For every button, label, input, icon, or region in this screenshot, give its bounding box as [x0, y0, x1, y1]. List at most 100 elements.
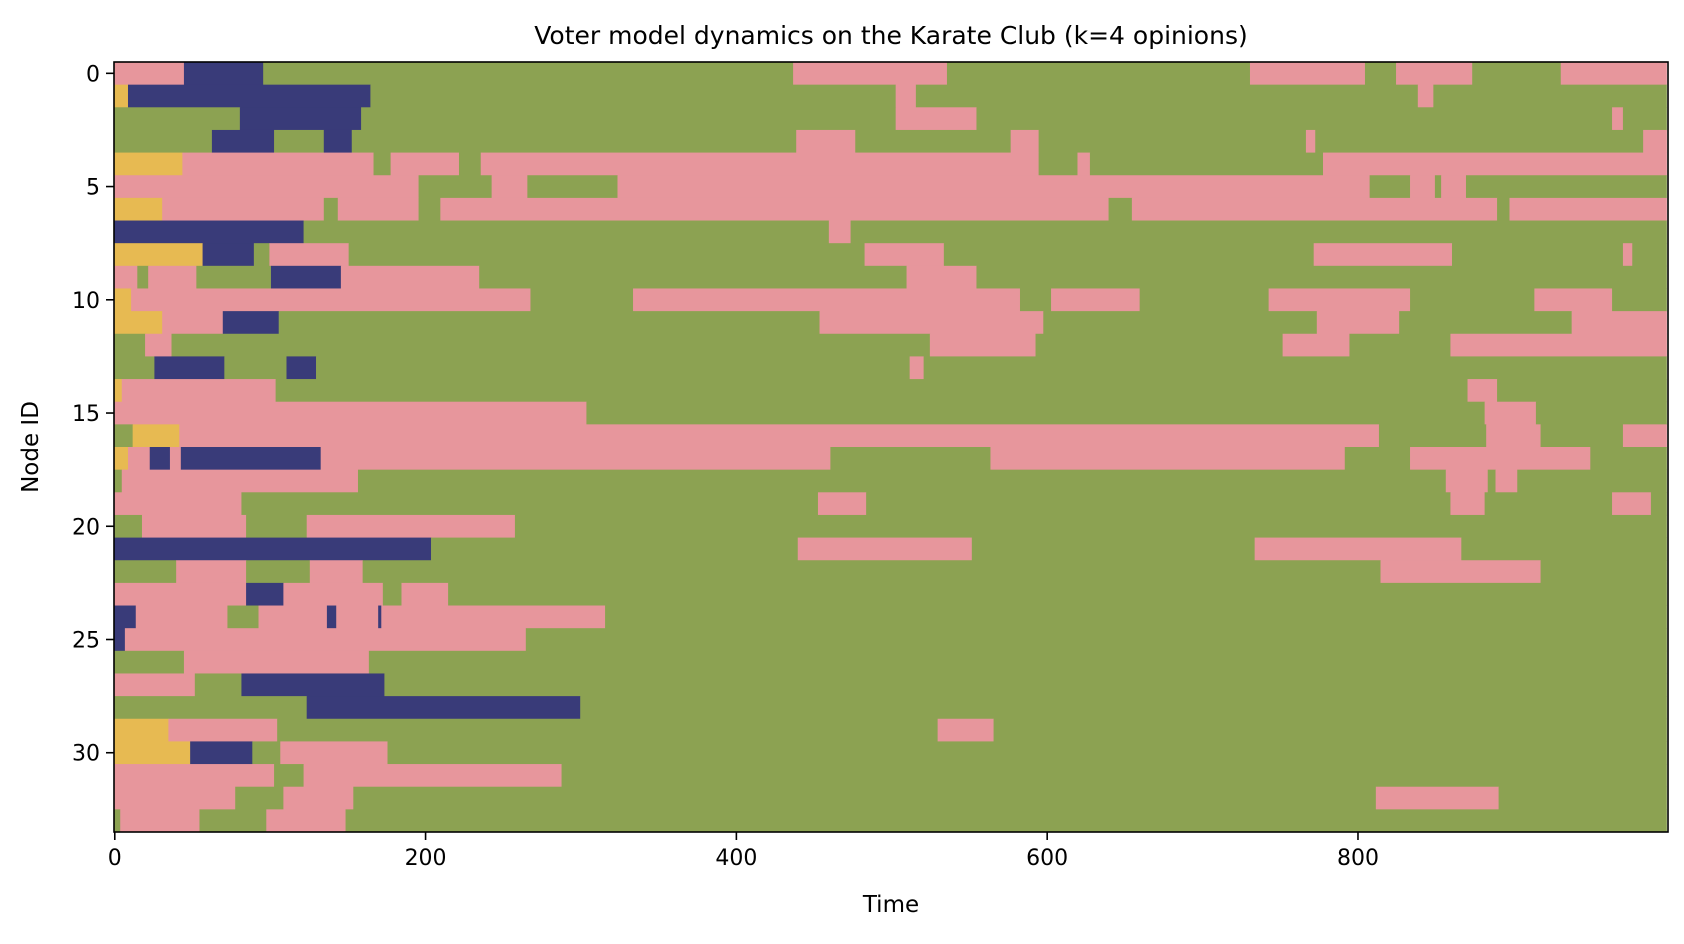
heatmap-cell-node-8-opinion-3 — [269, 243, 350, 267]
heatmap-cell-node-23-opinion-1 — [382, 582, 402, 606]
heatmap-cell-node-18-opinion-3 — [121, 469, 359, 493]
heatmap-cell-node-4-opinion-1 — [1038, 152, 1078, 176]
heatmap-cell-node-3-opinion-0 — [211, 129, 275, 153]
heatmap-cell-node-5-opinion-3 — [1410, 175, 1436, 199]
heatmap-cell-node-17-opinion-3 — [1410, 447, 1591, 471]
heatmap-cell-node-0-opinion-3 — [1560, 62, 1667, 86]
heatmap-cell-node-9-opinion-1 — [196, 265, 272, 289]
heatmap-cell-node-13-opinion-1 — [316, 356, 911, 380]
heatmap-cell-node-18-opinion-1 — [1517, 469, 1667, 493]
heatmap-cell-node-19-opinion-3 — [1612, 492, 1652, 516]
heatmap-cell-node-26-opinion-3 — [183, 650, 370, 674]
heatmap-cell-node-15-opinion-3 — [1484, 401, 1537, 425]
heatmap-cell-node-14-opinion-1 — [275, 379, 1468, 403]
heatmap-cell-node-11-opinion-1 — [278, 311, 820, 335]
heatmap-cell-node-4-opinion-1 — [1089, 152, 1324, 176]
heatmap-cell-node-4-opinion-2 — [114, 152, 183, 176]
heatmap-cell-node-23-opinion-3 — [114, 582, 247, 606]
heatmap-cell-node-13-opinion-1 — [114, 356, 155, 380]
heatmap-cell-node-0-opinion-1 — [263, 62, 794, 86]
heatmap-cell-node-27-opinion-3 — [114, 673, 196, 697]
heatmap-cell-node-17-opinion-3 — [990, 447, 1346, 471]
heatmap-cell-node-5-opinion-1 — [1434, 175, 1442, 199]
x-tick-label: 400 — [715, 846, 757, 871]
heatmap-cell-node-24-opinion-3 — [258, 605, 328, 629]
x-tick-label: 0 — [108, 846, 122, 871]
heatmap-cell-node-24-opinion-1 — [605, 605, 1667, 629]
x-axis-ticks: 0 200 400 600 800 — [108, 832, 1379, 871]
heatmap-cell-node-11-opinion-3 — [819, 311, 1044, 335]
heatmap-cell-node-15-opinion-1 — [586, 401, 1486, 425]
heatmap-cell-node-14-opinion-1 — [1497, 379, 1667, 403]
y-tick-label: 5 — [86, 176, 100, 201]
heatmap-cell-node-7-opinion-1 — [850, 220, 1667, 244]
y-tick-label: 0 — [86, 62, 100, 87]
heatmap-cell-node-1-opinion-3 — [895, 84, 917, 108]
heatmap-cell-node-22-opinion-3 — [1380, 560, 1541, 584]
heatmap-cell-node-19-opinion-1 — [866, 492, 1451, 516]
heatmap-cell-node-3-opinion-1 — [855, 129, 1012, 153]
heatmap-cell-node-1-opinion-1 — [370, 84, 897, 108]
heatmap-cell-node-10-opinion-1 — [530, 288, 634, 312]
heatmap-cell-node-30-opinion-3 — [280, 741, 388, 765]
heatmap-cell-node-16-opinion-3 — [179, 424, 1380, 448]
heatmap-cell-node-25-opinion-3 — [124, 628, 527, 652]
heatmap-cell-node-13-opinion-1 — [224, 356, 287, 380]
heatmap-cell-node-33-opinion-1 — [199, 809, 267, 833]
heatmap-cell-node-8-opinion-1 — [1451, 243, 1624, 267]
heatmap-cell-node-12-opinion-3 — [1450, 333, 1667, 357]
heatmap-cell-node-0-opinion-1 — [1472, 62, 1562, 86]
heatmap-cell-node-8-opinion-3 — [1313, 243, 1453, 267]
heatmap-cell-node-11-opinion-2 — [114, 311, 163, 335]
heatmap-cell-node-6-opinion-3 — [440, 197, 1109, 221]
heatmap-cell-node-0-opinion-3 — [793, 62, 948, 86]
heatmap-cell-node-18-opinion-1 — [1487, 469, 1496, 493]
y-tick-label: 25 — [72, 629, 100, 654]
heatmap-cell-node-0-opinion-1 — [1364, 62, 1397, 86]
heatmap-cell-node-8-opinion-2 — [114, 243, 203, 267]
heatmap-cell-node-11-opinion-3 — [1571, 311, 1667, 335]
heatmap-cell-node-14-opinion-2 — [114, 379, 123, 403]
heatmap-cell-node-33-opinion-3 — [120, 809, 200, 833]
heatmap-cell-node-3-opinion-0 — [323, 129, 353, 153]
heatmap-cell-node-17-opinion-1 — [1629, 447, 1667, 471]
heatmap-cell-node-11-opinion-3 — [1316, 311, 1400, 335]
heatmap-cell-node-5-opinion-1 — [418, 175, 493, 199]
heatmap-cell-node-33-opinion-3 — [266, 809, 346, 833]
heatmap-cell-node-3-opinion-3 — [1010, 129, 1040, 153]
heatmap-cell-node-6-opinion-1 — [323, 197, 339, 221]
heatmap-cell-node-18-opinion-1 — [357, 469, 1447, 493]
heatmap-cell-node-24-opinion-0 — [114, 605, 137, 629]
heatmap-cell-node-8-opinion-1 — [348, 243, 865, 267]
heatmap-cell-node-7-opinion-0 — [114, 220, 304, 244]
heatmap-cell-node-32-opinion-1 — [235, 786, 284, 810]
heatmap-cell-node-29-opinion-1 — [993, 718, 1667, 742]
heatmap-cell-node-24-opinion-1 — [227, 605, 259, 629]
heatmap-cell-node-10-opinion-1 — [1019, 288, 1052, 312]
heatmap-cell-node-10-opinion-2 — [114, 288, 132, 312]
heatmap-cell-node-11-opinion-1 — [1399, 311, 1573, 335]
heatmap-cell-node-30-opinion-0 — [190, 741, 253, 765]
heatmap-cell-node-0-opinion-3 — [114, 62, 185, 86]
heatmap-cell-node-8-opinion-3 — [1622, 243, 1633, 267]
heatmap-cell-node-10-opinion-1 — [1139, 288, 1270, 312]
heatmap-cell-node-11-opinion-1 — [1043, 311, 1318, 335]
heatmap-cell-node-10-opinion-3 — [1051, 288, 1141, 312]
heatmap-cell-node-20-opinion-3 — [306, 514, 516, 538]
heatmap-cell-node-32-opinion-1 — [1498, 786, 1667, 810]
heatmap-cell-node-33-opinion-1 — [114, 809, 121, 833]
heatmap-cell-node-14-opinion-3 — [1467, 379, 1498, 403]
heatmap-cell-node-20-opinion-1 — [514, 514, 1667, 538]
heatmap-cell-node-19-opinion-3 — [114, 492, 242, 516]
heatmap-cell-node-3-opinion-3 — [1305, 129, 1316, 153]
heatmap-cell-node-5-opinion-3 — [114, 175, 419, 199]
heatmap-cell-node-23-opinion-1 — [448, 582, 1667, 606]
heatmap-cell-node-15-opinion-3 — [114, 401, 587, 425]
y-tick-label: 20 — [72, 515, 100, 540]
heatmap-cell-node-19-opinion-1 — [1484, 492, 1613, 516]
heatmap-cell-node-6-opinion-3 — [1509, 197, 1667, 221]
heatmap-cell-node-17-opinion-1 — [1344, 447, 1411, 471]
heatmap-cell-node-13-opinion-1 — [923, 356, 1667, 380]
heatmap-cell-node-8-opinion-1 — [253, 243, 270, 267]
